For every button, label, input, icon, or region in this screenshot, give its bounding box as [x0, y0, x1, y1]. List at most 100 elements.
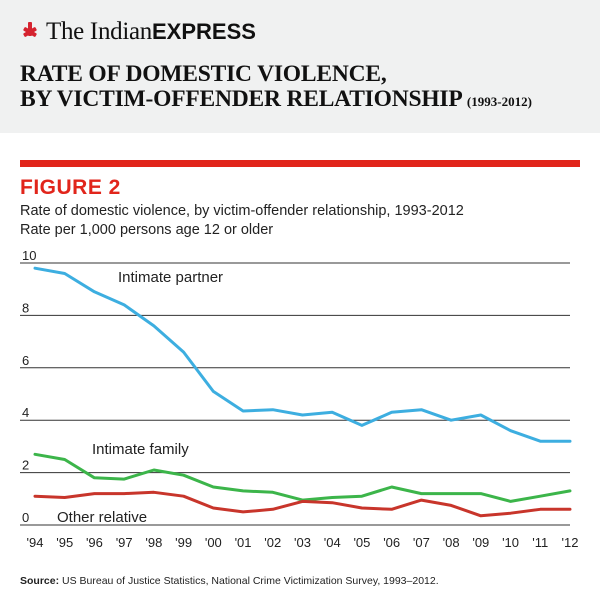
data-point [450, 493, 452, 495]
data-point [480, 414, 482, 416]
y-tick-label: 4 [22, 405, 29, 420]
data-point [569, 490, 571, 492]
data-point [34, 453, 36, 455]
data-point [64, 459, 66, 460]
headline-years: (1993-2012) [466, 94, 532, 109]
data-point [480, 493, 482, 495]
x-tick-label: '95 [56, 535, 73, 550]
x-tick-label: '94 [27, 535, 44, 550]
data-point [331, 411, 333, 413]
data-point [64, 272, 66, 274]
data-point [123, 304, 125, 306]
x-tick-label: '03 [294, 535, 311, 550]
data-point [183, 474, 185, 476]
data-point [34, 495, 36, 497]
brand-express: EXPRESS [152, 19, 256, 44]
chart-title: Rate of domestic violence, by victim-off… [20, 203, 464, 219]
chart-subtitle: Rate of domestic violence, by victim-off… [20, 202, 464, 240]
x-tick-label: '97 [116, 535, 133, 550]
data-point [331, 496, 333, 498]
data-point [361, 507, 363, 509]
x-tick-label: '99 [175, 535, 192, 550]
x-tick-label: '05 [353, 535, 370, 550]
y-tick-label: 0 [22, 510, 29, 525]
data-point [153, 325, 155, 327]
data-point [391, 411, 393, 413]
source-text: US Bureau of Justice Statistics, Nationa… [62, 575, 439, 587]
data-point [64, 496, 66, 498]
data-point [212, 486, 214, 488]
data-point [153, 469, 155, 471]
data-point [302, 414, 303, 416]
data-point [242, 490, 244, 492]
data-point [212, 507, 214, 509]
y-tick-layer: 0 2 4 6 8 10 [22, 248, 36, 525]
x-tick-label: '98 [145, 535, 162, 550]
y-tick-label: 8 [22, 300, 29, 315]
data-point [450, 419, 452, 421]
y-tick-label: 10 [22, 248, 36, 263]
y-tick-label: 6 [22, 353, 29, 368]
source-label: Source: [20, 575, 60, 587]
data-point [510, 430, 512, 432]
x-tick-label: '07 [413, 535, 430, 550]
data-point [93, 493, 95, 495]
data-point [361, 424, 363, 426]
x-tick-label: '04 [324, 535, 341, 550]
data-point [272, 491, 274, 493]
x-tick-label: '00 [205, 535, 222, 550]
data-point [539, 440, 541, 442]
data-point [242, 511, 244, 513]
series-label: Intimate family [92, 441, 189, 458]
express-logo-icon [20, 22, 40, 42]
headline-line-2: BY VICTIM-OFFENDER RELATIONSHIP (1993-20… [20, 86, 532, 112]
data-point [510, 512, 512, 514]
accent-bar [20, 160, 580, 167]
brand-name: The IndianEXPRESS [46, 18, 256, 45]
x-tick-label: '02 [264, 535, 281, 550]
data-point [93, 477, 95, 479]
x-tick-label: '06 [383, 535, 400, 550]
x-tick-label: '08 [443, 535, 460, 550]
series-label: Other relative [57, 509, 147, 526]
data-point [391, 486, 393, 488]
x-tick-label: '09 [472, 535, 489, 550]
y-tick-label: 2 [22, 458, 29, 473]
data-point [123, 478, 125, 480]
x-tick-layer: '94 '95 '96 '97 '98 '99 '00 '01 '02 '03 '04 '05 '06 '… [27, 535, 579, 550]
brand-logo[interactable]: The IndianEXPRESS [20, 18, 256, 46]
x-tick-label: '12 [562, 535, 579, 550]
data-point [361, 495, 363, 497]
series-label-layer: Intimate partner Intimate family Other rel… [57, 269, 223, 526]
data-point [539, 508, 541, 510]
series-label: Intimate partner [118, 269, 223, 286]
x-tick-label: '01 [235, 535, 252, 550]
data-point [420, 499, 422, 501]
data-point [510, 500, 512, 502]
data-point [391, 508, 393, 510]
data-point [183, 351, 185, 353]
data-point [93, 291, 95, 293]
data-point [183, 495, 185, 497]
data-point [480, 515, 482, 517]
chart-ylabel: Rate per 1,000 persons age 12 or older [20, 222, 274, 238]
headline-line-1: RATE OF DOMESTIC VIOLENCE, [20, 61, 387, 87]
data-point [123, 493, 125, 495]
data-point [420, 493, 422, 495]
headline: RATE OF DOMESTIC VIOLENCE, BY VICTIM-OFF… [20, 62, 532, 114]
source-note: Source: US Bureau of Justice Statistics,… [20, 575, 439, 587]
data-point [450, 504, 452, 506]
figure-label: FIGURE 2 [20, 176, 121, 199]
data-point [34, 267, 36, 269]
series-layer [33, 266, 572, 518]
data-point [331, 502, 333, 504]
x-tick-label: '10 [502, 535, 519, 550]
header: The IndianEXPRESS RATE OF DOMESTIC VIOLE… [0, 0, 600, 133]
grid-layer [20, 262, 570, 526]
data-point [569, 508, 571, 510]
x-tick-label: '11 [532, 535, 548, 550]
data-point [420, 409, 422, 411]
data-point [302, 500, 303, 502]
data-point [272, 409, 274, 411]
